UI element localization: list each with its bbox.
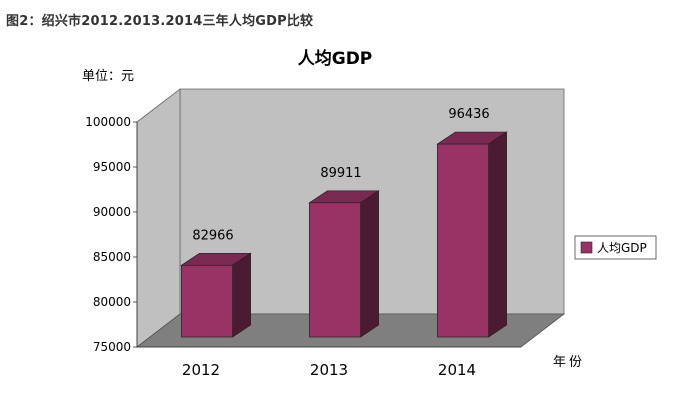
bar-side xyxy=(232,252,251,338)
y-tick-label: 95000 xyxy=(93,160,131,174)
bar-front xyxy=(181,264,233,338)
legend-swatch xyxy=(580,241,593,254)
y-tick-label: 100000 xyxy=(85,115,131,129)
legend-box xyxy=(574,235,657,260)
x-axis-label: 年份 xyxy=(553,355,585,370)
chart-side-wall xyxy=(136,88,181,348)
legend: 人均GDP xyxy=(574,235,657,260)
figure-caption: 图2：绍兴市2012.2013.2014三年人均GDP比较 xyxy=(6,14,314,29)
y-tick-label: 75000 xyxy=(93,340,131,354)
data-label: 89911 xyxy=(320,166,361,181)
x-tick-label: 2013 xyxy=(310,361,348,379)
y-tick-label: 90000 xyxy=(93,205,131,219)
bar-side xyxy=(360,190,379,338)
bar-front xyxy=(309,202,361,338)
bar-2012 xyxy=(180,252,252,338)
x-tick-label: 2012 xyxy=(182,361,220,379)
bar-2013 xyxy=(308,190,380,338)
bar-front xyxy=(437,143,489,338)
x-tick-label: 2014 xyxy=(438,361,476,379)
y-tick-label: 85000 xyxy=(93,250,131,264)
unit-label: 单位：元 xyxy=(82,69,134,84)
legend-label: 人均GDP xyxy=(597,241,647,255)
bar-2014 xyxy=(436,131,508,338)
chart-title: 人均GDP xyxy=(298,48,373,69)
bar-side xyxy=(488,131,507,338)
y-tick-label: 80000 xyxy=(93,295,131,309)
data-label: 96436 xyxy=(448,107,489,122)
data-label: 82966 xyxy=(192,228,233,243)
